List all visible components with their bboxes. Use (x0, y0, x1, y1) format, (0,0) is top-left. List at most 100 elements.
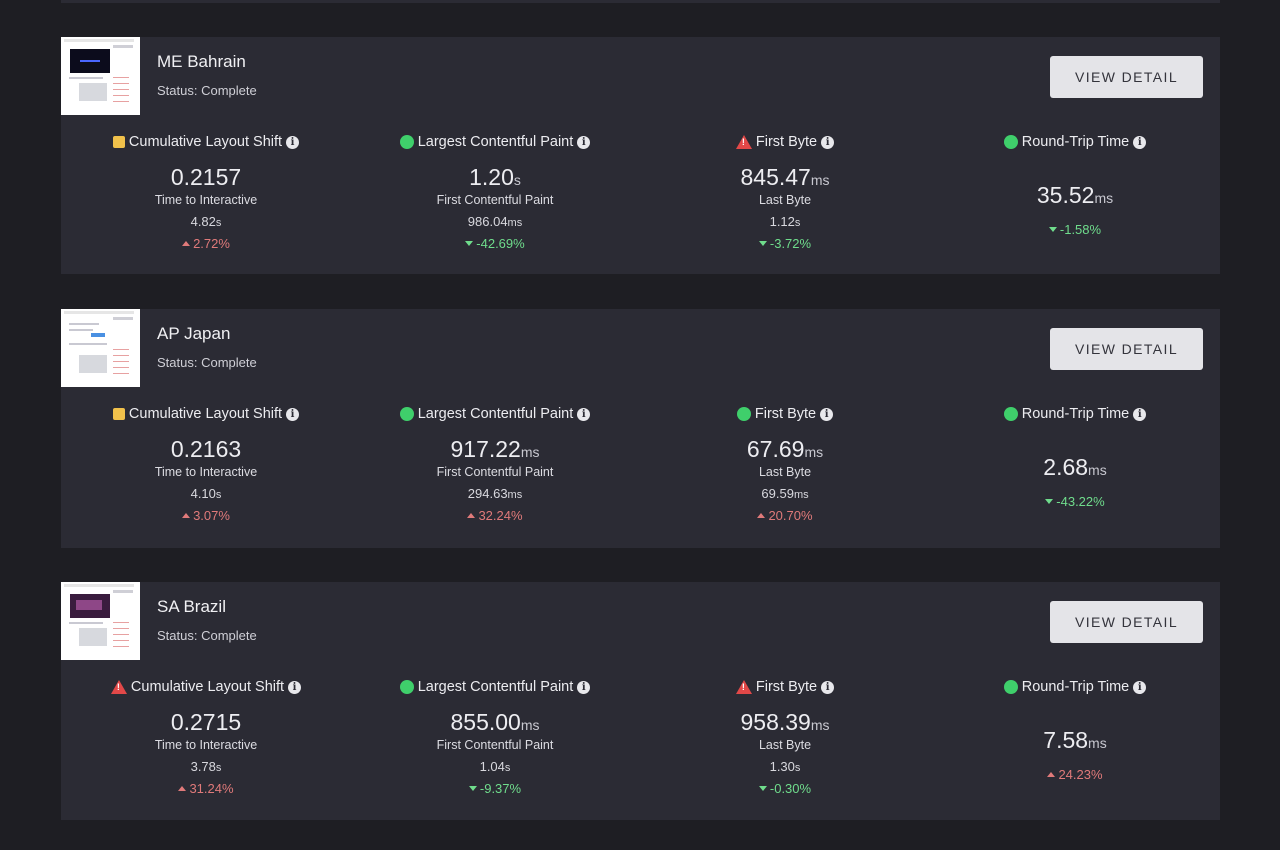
view-detail-button[interactable]: VIEW DETAIL (1050, 328, 1203, 370)
arrow-down-icon (1045, 499, 1054, 505)
metric-largest-contentful-paint: Largest Contentful Paint i 855.00ms Firs… (350, 677, 640, 797)
view-detail-button[interactable]: VIEW DETAIL (1050, 601, 1203, 643)
sub-metric-label: Last Byte (758, 465, 812, 479)
location-name: SA Brazil (157, 597, 226, 616)
sub-metric-value: 69.59ms (761, 486, 809, 501)
metric-value: 35.52ms (1036, 182, 1114, 208)
info-icon[interactable]: i (577, 407, 591, 421)
change-percentage: -9.37% (350, 781, 640, 797)
info-icon[interactable]: i (821, 680, 835, 694)
sub-metric-label: First Contentful Paint (436, 465, 554, 479)
info-icon[interactable]: i (821, 135, 835, 149)
info-icon[interactable]: i (286, 135, 300, 149)
sub-metric-label: Time to Interactive (154, 465, 258, 479)
arrow-down-icon (758, 786, 767, 792)
metric-value: 917.22ms (450, 436, 540, 462)
metric-label: Largest Contentful Paint (417, 406, 574, 422)
status-text: Status: Complete (157, 355, 257, 370)
view-detail-button[interactable]: VIEW DETAIL (1050, 56, 1203, 98)
sub-metric-value: 1.04s (479, 759, 511, 774)
good-circle-icon (1003, 135, 1018, 149)
good-circle-icon (1003, 680, 1018, 694)
change-percentage: 20.70% (640, 508, 930, 524)
metric-value: 7.58ms (1043, 727, 1107, 753)
page-screenshot-thumbnail[interactable] (61, 309, 140, 387)
good-circle-icon (399, 407, 414, 421)
status-text: Status: Complete (157, 628, 257, 643)
good-circle-icon (1003, 407, 1018, 421)
warning-triangle-icon (735, 680, 752, 694)
metric-value: 0.2157 (170, 164, 242, 190)
page-screenshot-thumbnail[interactable] (61, 582, 140, 660)
info-icon[interactable]: i (1133, 680, 1147, 694)
location-name: AP Japan (157, 324, 231, 343)
arrow-up-icon (178, 786, 187, 792)
arrow-up-icon (182, 513, 191, 519)
previous-card-edge (61, 0, 1220, 3)
metric-label: Round-Trip Time (1021, 134, 1130, 150)
metric-round-trip-time: Round-Trip Time i 2.68ms -43.22% (930, 404, 1220, 510)
sub-metric-label: First Contentful Paint (436, 193, 554, 207)
metric-label: Cumulative Layout Shift (128, 134, 283, 150)
info-icon[interactable]: i (577, 680, 591, 694)
arrow-down-icon (1048, 227, 1057, 233)
change-percentage: 24.23% (930, 767, 1220, 783)
metric-first-byte: First Byte i 67.69ms Last Byte 69.59ms 2… (640, 404, 930, 524)
metric-label: Round-Trip Time (1021, 679, 1130, 695)
good-circle-icon (399, 135, 414, 149)
metric-round-trip-time: Round-Trip Time i 7.58ms 24.23% (930, 677, 1220, 783)
arrow-down-icon (465, 241, 474, 247)
metric-value: 958.39ms (740, 709, 830, 735)
change-percentage: 31.24% (61, 781, 351, 797)
arrow-down-icon (468, 786, 477, 792)
location-card: SA Brazil Status: Complete VIEW DETAIL C… (61, 582, 1220, 820)
needs-improvement-square-icon (112, 408, 125, 420)
metric-first-byte: First Byte i 845.47ms Last Byte 1.12s -3… (640, 132, 930, 252)
arrow-up-icon (182, 241, 191, 247)
change-percentage: -3.72% (640, 236, 930, 252)
change-percentage: 2.72% (61, 236, 351, 252)
metric-value: 845.47ms (740, 164, 830, 190)
metric-label: Cumulative Layout Shift (128, 406, 283, 422)
arrow-up-icon (757, 513, 766, 519)
metric-label: Cumulative Layout Shift (130, 679, 285, 695)
metric-largest-contentful-paint: Largest Contentful Paint i 917.22ms Firs… (350, 404, 640, 524)
info-icon[interactable]: i (288, 680, 302, 694)
change-percentage: 3.07% (61, 508, 351, 524)
metric-round-trip-time: Round-Trip Time i 35.52ms -1.58% (930, 132, 1220, 238)
arrow-up-icon (1047, 772, 1056, 778)
metric-first-byte: First Byte i 958.39ms Last Byte 1.30s -0… (640, 677, 930, 797)
arrow-up-icon (467, 513, 476, 519)
metric-label: Largest Contentful Paint (417, 134, 574, 150)
sub-metric-label: Last Byte (758, 193, 812, 207)
sub-metric-value: 986.04ms (467, 214, 523, 229)
sub-metric-value: 4.10s (190, 486, 222, 501)
metric-value: 67.69ms (746, 436, 824, 462)
info-icon[interactable]: i (286, 407, 300, 421)
metric-value: 1.20s (469, 164, 521, 190)
sub-metric-value: 4.82s (190, 214, 222, 229)
info-icon[interactable]: i (577, 135, 591, 149)
info-icon[interactable]: i (1133, 135, 1147, 149)
change-percentage: -0.30% (640, 781, 930, 797)
info-icon[interactable]: i (1133, 407, 1147, 421)
location-name: ME Bahrain (157, 52, 246, 71)
sub-metric-value: 3.78s (190, 759, 222, 774)
page-screenshot-thumbnail[interactable] (61, 37, 140, 115)
metric-cumulative-layout-shift: Cumulative Layout Shift i 0.2715 Time to… (61, 677, 351, 797)
good-circle-icon (399, 680, 414, 694)
change-percentage: 32.24% (350, 508, 640, 524)
sub-metric-label: Time to Interactive (154, 193, 258, 207)
location-card: AP Japan Status: Complete VIEW DETAIL Cu… (61, 309, 1220, 548)
change-percentage: -42.69% (350, 236, 640, 252)
location-card: ME Bahrain Status: Complete VIEW DETAIL … (61, 37, 1220, 274)
needs-improvement-square-icon (112, 136, 125, 148)
sub-metric-label: Last Byte (758, 738, 812, 752)
metric-value: 855.00ms (450, 709, 540, 735)
metric-value: 0.2715 (170, 709, 242, 735)
info-icon[interactable]: i (820, 407, 834, 421)
warning-triangle-icon (735, 135, 752, 149)
change-percentage: -43.22% (930, 494, 1220, 510)
metric-largest-contentful-paint: Largest Contentful Paint i 1.20s First C… (350, 132, 640, 252)
metric-value: 0.2163 (170, 436, 242, 462)
